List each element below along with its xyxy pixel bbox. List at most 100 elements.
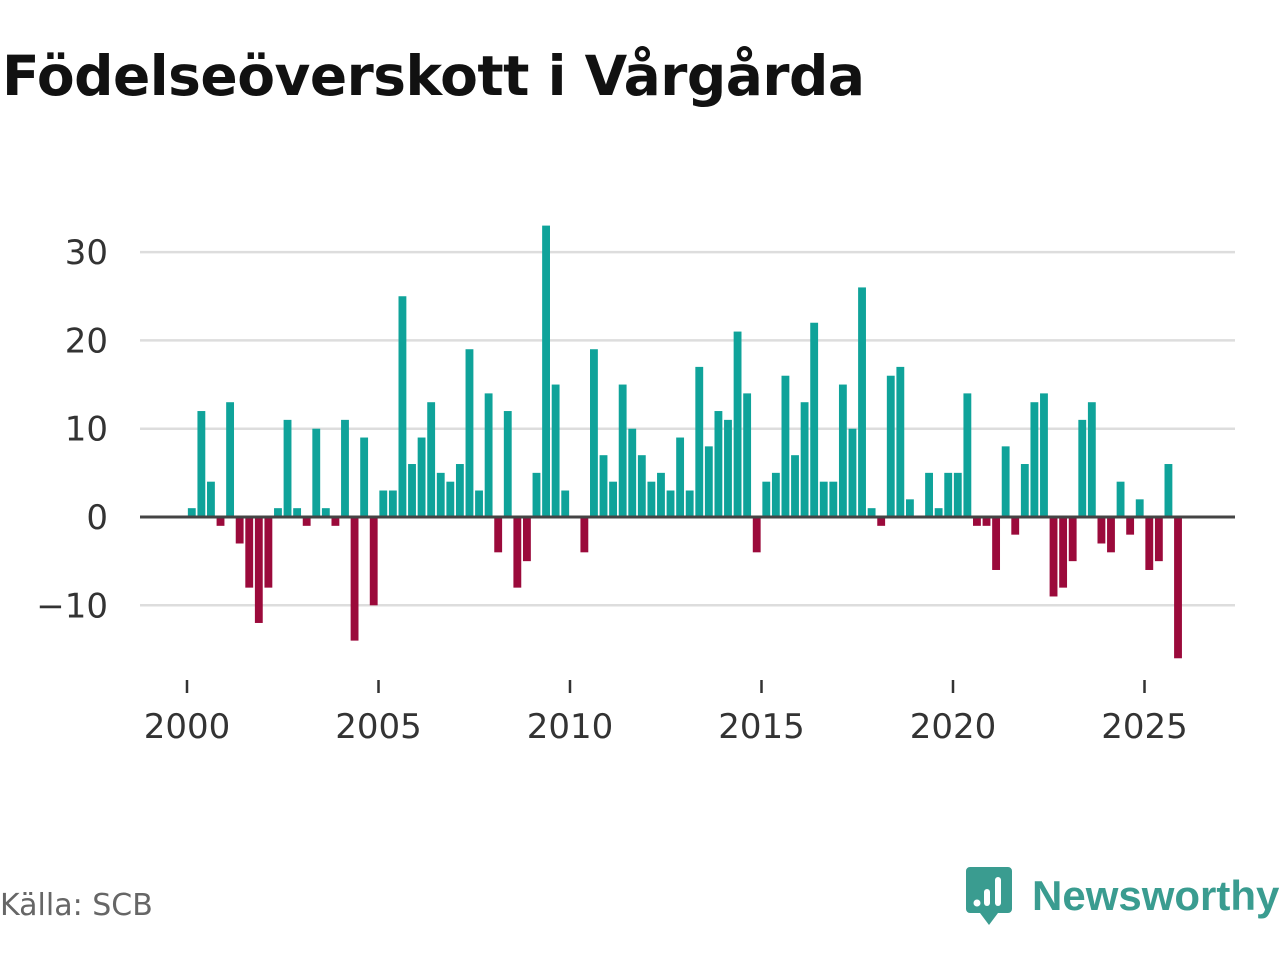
bar xyxy=(312,428,321,517)
bar xyxy=(1097,517,1106,544)
bar xyxy=(599,455,608,517)
bar xyxy=(609,481,618,517)
newsworthy-logo-icon xyxy=(966,867,1012,925)
bar xyxy=(331,517,340,526)
bar xyxy=(1154,517,1163,562)
bar xyxy=(867,508,876,517)
y-tick-label: 10 xyxy=(65,410,108,450)
bar xyxy=(963,393,972,517)
bar xyxy=(293,508,302,517)
bar xyxy=(1059,517,1068,588)
bar xyxy=(187,508,196,517)
bar xyxy=(542,225,550,518)
bar xyxy=(561,490,570,517)
bar xyxy=(647,481,656,517)
y-tick-label: 20 xyxy=(65,321,108,361)
bar xyxy=(791,455,799,517)
x-tick-label: 2015 xyxy=(718,707,805,747)
bar xyxy=(877,517,886,526)
bar xyxy=(905,499,914,517)
bar xyxy=(1049,517,1058,597)
bar xyxy=(590,349,598,517)
x-tick-label: 2005 xyxy=(335,707,422,747)
bar xyxy=(934,508,943,517)
y-tick-label: 30 xyxy=(65,233,108,273)
bar xyxy=(637,455,646,517)
bar xyxy=(226,402,235,517)
bar xyxy=(522,517,531,562)
bar xyxy=(360,437,369,517)
bar xyxy=(1030,402,1039,517)
y-tick-label: 0 xyxy=(86,498,108,538)
bar xyxy=(1078,419,1087,517)
bar xyxy=(992,517,1001,570)
bar xyxy=(714,411,723,517)
bar xyxy=(1145,517,1154,570)
bar xyxy=(666,490,675,517)
bar xyxy=(1040,393,1048,517)
bar xyxy=(427,402,436,517)
bar xyxy=(369,517,378,606)
bar xyxy=(944,472,953,517)
bar xyxy=(838,384,847,517)
axes: −10 0 10 20 30 2000 2005 2010 2015 2020 2025 xyxy=(36,233,1235,747)
bar xyxy=(1174,517,1182,659)
bar xyxy=(417,437,426,517)
bar xyxy=(341,419,349,517)
bar xyxy=(1001,446,1010,517)
bar xyxy=(618,384,627,517)
bar xyxy=(1107,517,1115,553)
bar xyxy=(1116,481,1125,517)
bar xyxy=(1135,499,1144,517)
bar xyxy=(446,481,455,517)
bar xyxy=(580,517,589,553)
chart-title: Födelseöverskott i Vårgårda xyxy=(2,44,865,108)
bar xyxy=(388,490,397,517)
gridlines xyxy=(140,250,1235,607)
bar xyxy=(628,428,637,517)
x-tick-label: 2000 xyxy=(144,707,231,747)
bar xyxy=(1126,517,1135,535)
bar xyxy=(848,428,857,517)
bar xyxy=(283,419,292,517)
bar xyxy=(953,472,962,517)
bar xyxy=(973,517,981,526)
bar xyxy=(350,517,359,641)
bar xyxy=(235,517,244,544)
bar xyxy=(896,366,905,517)
brand-logo[interactable]: Newsworthy xyxy=(964,864,1279,928)
bar xyxy=(695,366,704,517)
x-tick-label: 2010 xyxy=(527,707,614,747)
bar xyxy=(1020,464,1029,517)
bar xyxy=(685,490,694,517)
bar xyxy=(1087,402,1096,517)
bar xyxy=(551,384,560,517)
bar xyxy=(321,508,330,517)
bar xyxy=(810,322,819,517)
bar xyxy=(216,517,225,526)
bar xyxy=(254,517,263,623)
bar xyxy=(197,411,206,517)
bar xyxy=(484,393,493,517)
bar xyxy=(752,517,761,553)
y-tick-label: −10 xyxy=(36,586,108,626)
bar xyxy=(475,490,483,517)
bar xyxy=(379,490,388,517)
x-tick-label: 2020 xyxy=(910,707,997,747)
bar xyxy=(886,375,895,517)
bar xyxy=(704,446,713,517)
bar xyxy=(503,411,512,517)
bar xyxy=(743,393,752,517)
bar xyxy=(829,481,838,517)
x-tick-label: 2025 xyxy=(1101,707,1188,747)
bar xyxy=(925,472,933,517)
brand-name: Newsworthy xyxy=(1032,872,1280,919)
bar xyxy=(264,517,273,588)
bar xyxy=(762,481,771,517)
bars xyxy=(187,225,1182,659)
bar xyxy=(800,402,809,517)
bar xyxy=(657,472,665,517)
bar xyxy=(1164,464,1173,517)
bar xyxy=(781,375,790,517)
